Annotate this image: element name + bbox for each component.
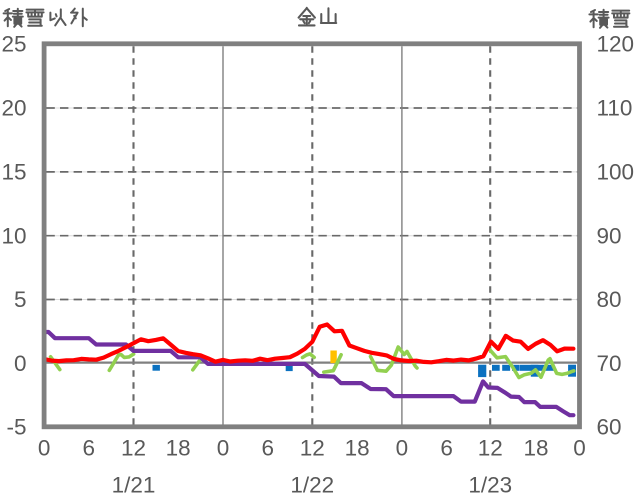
svg-text:12: 12 xyxy=(478,436,503,461)
svg-text:120: 120 xyxy=(597,32,635,57)
svg-text:60: 60 xyxy=(597,415,622,440)
svg-text:80: 80 xyxy=(597,287,622,312)
svg-text:0: 0 xyxy=(573,436,586,461)
svg-text:12: 12 xyxy=(300,436,325,461)
svg-text:0: 0 xyxy=(38,436,51,461)
svg-text:0: 0 xyxy=(396,436,409,461)
svg-text:0: 0 xyxy=(217,436,230,461)
svg-text:90: 90 xyxy=(597,223,622,248)
svg-text:6: 6 xyxy=(440,436,453,461)
svg-text:1/23: 1/23 xyxy=(468,472,512,497)
svg-text:1/21: 1/21 xyxy=(112,472,156,497)
svg-text:18: 18 xyxy=(166,436,191,461)
svg-text:110: 110 xyxy=(597,96,633,121)
svg-text:-5: -5 xyxy=(6,415,26,440)
svg-text:1/22: 1/22 xyxy=(290,472,334,497)
svg-text:18: 18 xyxy=(345,436,370,461)
svg-text:18: 18 xyxy=(523,436,548,461)
svg-text:12: 12 xyxy=(121,436,146,461)
svg-text:70: 70 xyxy=(597,351,622,376)
svg-text:6: 6 xyxy=(83,436,96,461)
svg-text:0: 0 xyxy=(14,351,27,376)
svg-text:25: 25 xyxy=(1,32,26,57)
svg-text:5: 5 xyxy=(14,287,27,312)
svg-text:6: 6 xyxy=(261,436,274,461)
svg-text:15: 15 xyxy=(1,160,26,185)
svg-text:20: 20 xyxy=(1,96,26,121)
svg-text:10: 10 xyxy=(1,223,26,248)
svg-text:100: 100 xyxy=(597,160,635,185)
